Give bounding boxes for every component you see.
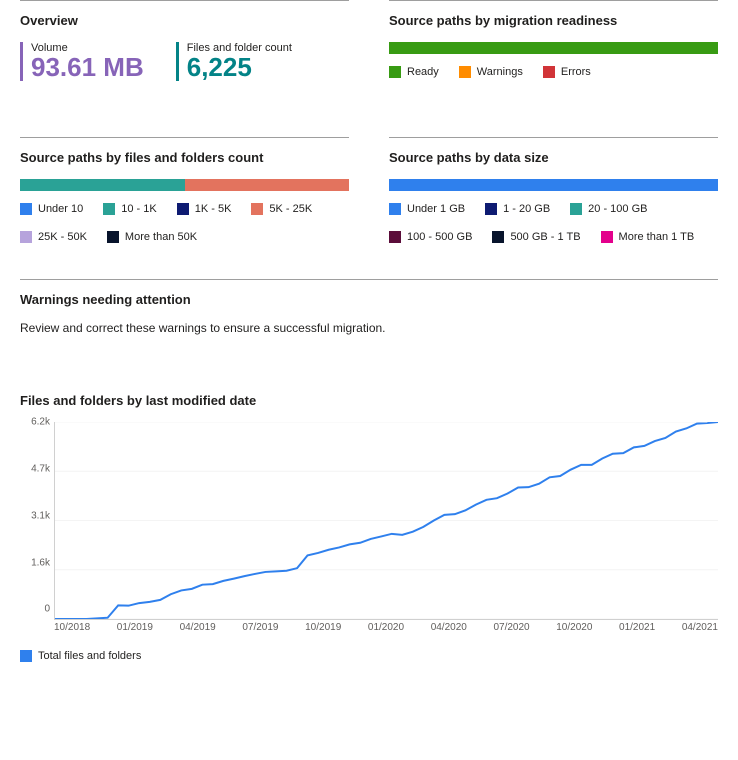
legend-item: 500 GB - 1 TB: [492, 231, 580, 243]
bar-segment: [185, 179, 350, 191]
by-count-bar: [20, 179, 349, 191]
legend-label: 25K - 50K: [38, 231, 87, 243]
timeline-section: Files and folders by last modified date …: [20, 381, 718, 678]
legend-swatch: [177, 203, 189, 215]
legend-item: 20 - 100 GB: [570, 203, 647, 215]
by-size-section: Source paths by data size Under 1 GB 1 - …: [389, 137, 718, 259]
legend-swatch: [20, 203, 32, 215]
x-tick-label: 10/2018: [54, 622, 90, 640]
legend-label: 100 - 500 GB: [407, 231, 472, 243]
legend-item: 10 - 1K: [103, 203, 156, 215]
overview-title: Overview: [20, 13, 349, 28]
metric-volume: Volume 93.61 MB: [20, 42, 144, 81]
legend-item: Under 10: [20, 203, 83, 215]
by-count-legend: Under 10 10 - 1K 1K - 5K 5K - 25K 25K - 50K M…: [20, 203, 349, 243]
by-size-bar: [389, 179, 718, 191]
timeline-legend: Total files and folders: [20, 650, 718, 662]
readiness-section: Source paths by migration readiness Read…: [389, 0, 718, 97]
x-tick-label: 04/2019: [180, 622, 216, 640]
legend-swatch: [601, 231, 613, 243]
legend-item: 100 - 500 GB: [389, 231, 472, 243]
by-count-title: Source paths by files and folders count: [20, 150, 349, 165]
timeline-chart: 6.2k4.7k3.1k1.6k0 10/201801/201904/20190…: [20, 422, 718, 640]
legend-swatch: [485, 203, 497, 215]
warnings-subtext: Review and correct these warnings to ens…: [20, 321, 718, 335]
readiness-legend: Ready Warnings Errors: [389, 66, 718, 78]
timeline-y-labels: 6.2k4.7k3.1k1.6k0: [20, 422, 50, 620]
legend-swatch: [20, 231, 32, 243]
legend-item: Errors: [543, 66, 591, 78]
readiness-bar: [389, 42, 718, 54]
legend-label: More than 50K: [125, 231, 197, 243]
x-tick-label: 01/2019: [117, 622, 153, 640]
legend-label: Errors: [561, 66, 591, 78]
bar-segment: [389, 42, 718, 54]
metric-count: Files and folder count 6,225: [176, 42, 292, 81]
metric-volume-value: 93.61 MB: [31, 52, 144, 82]
legend-label: Under 1 GB: [407, 203, 465, 215]
legend-item: More than 1 TB: [601, 231, 695, 243]
warnings-section: Warnings needing attention Review and co…: [20, 279, 718, 351]
legend-swatch: [107, 231, 119, 243]
legend-label: 500 GB - 1 TB: [510, 231, 580, 243]
timeline-x-labels: 10/2018 01/2019 04/2019 07/2019 10/2019 01/20…: [54, 622, 718, 640]
overview-metrics: Volume 93.61 MB Files and folder count 6…: [20, 42, 349, 81]
x-tick-label: 01/2021: [619, 622, 655, 640]
legend-item: 5K - 25K: [251, 203, 312, 215]
timeline-title: Files and folders by last modified date: [20, 393, 718, 408]
legend-swatch: [492, 231, 504, 243]
timeline-swatch: [20, 650, 32, 662]
legend-swatch: [389, 66, 401, 78]
legend-item: 1 - 20 GB: [485, 203, 550, 215]
legend-item: Ready: [389, 66, 439, 78]
timeline-plot: [54, 422, 718, 620]
x-tick-label: 01/2020: [368, 622, 404, 640]
overview-section: Overview Volume 93.61 MB Files and folde…: [20, 0, 349, 97]
y-tick-label: 4.7k: [20, 464, 50, 475]
legend-item: More than 50K: [107, 231, 197, 243]
x-tick-label: 10/2019: [305, 622, 341, 640]
readiness-title: Source paths by migration readiness: [389, 13, 718, 28]
legend-label: 10 - 1K: [121, 203, 156, 215]
legend-swatch: [459, 66, 471, 78]
legend-item: Under 1 GB: [389, 203, 465, 215]
x-tick-label: 04/2020: [431, 622, 467, 640]
by-count-section: Source paths by files and folders count …: [20, 137, 349, 259]
legend-label: Under 10: [38, 203, 83, 215]
y-tick-label: 0: [20, 604, 50, 615]
legend-item: 25K - 50K: [20, 231, 87, 243]
by-size-legend: Under 1 GB 1 - 20 GB 20 - 100 GB 100 - 500 …: [389, 203, 718, 243]
metric-count-value: 6,225: [187, 52, 252, 82]
legend-swatch: [389, 231, 401, 243]
legend-item: Warnings: [459, 66, 523, 78]
legend-swatch: [389, 203, 401, 215]
x-tick-label: 07/2019: [242, 622, 278, 640]
y-tick-label: 6.2k: [20, 417, 50, 428]
legend-label: More than 1 TB: [619, 231, 695, 243]
legend-label: 20 - 100 GB: [588, 203, 647, 215]
y-tick-label: 3.1k: [20, 510, 50, 521]
legend-label: 1K - 5K: [195, 203, 232, 215]
legend-swatch: [543, 66, 555, 78]
y-tick-label: 1.6k: [20, 557, 50, 568]
legend-label: 5K - 25K: [269, 203, 312, 215]
x-tick-label: 07/2020: [493, 622, 529, 640]
legend-label: Warnings: [477, 66, 523, 78]
legend-label: 1 - 20 GB: [503, 203, 550, 215]
x-tick-label: 10/2020: [556, 622, 592, 640]
bar-segment: [20, 179, 185, 191]
warnings-title: Warnings needing attention: [20, 292, 718, 307]
bar-segment: [389, 179, 718, 191]
by-size-title: Source paths by data size: [389, 150, 718, 165]
timeline-legend-item: Total files and folders: [20, 650, 141, 662]
legend-swatch: [103, 203, 115, 215]
legend-item: 1K - 5K: [177, 203, 232, 215]
legend-label: Ready: [407, 66, 439, 78]
x-tick-label: 04/2021: [682, 622, 718, 640]
legend-swatch: [570, 203, 582, 215]
legend-swatch: [251, 203, 263, 215]
timeline-legend-label: Total files and folders: [38, 650, 141, 662]
